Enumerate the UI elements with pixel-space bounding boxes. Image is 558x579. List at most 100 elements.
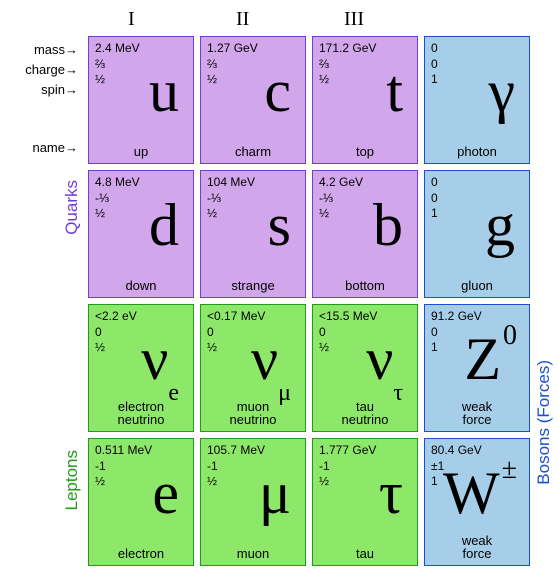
label-spin: spin→	[8, 82, 78, 97]
particle-props: -⅓½	[207, 191, 221, 221]
particle-name: tauneutrino	[313, 400, 417, 427]
particle-cell-charm: 1.27 GeV⅔½ccharm	[200, 36, 306, 164]
charge-value: -1	[319, 459, 330, 474]
mass-value: 104 MeV	[207, 175, 299, 189]
particle-name: photon	[425, 145, 529, 159]
particle-name: down	[89, 279, 193, 293]
particle-cell-tau-neutrino: <15.5 MeV 0½ ντ tauneutrino	[312, 304, 418, 432]
particle-props: ⅔½	[207, 57, 217, 87]
particle-cell-electron-neutrino: <2.2 eV0½νeelectronneutrino	[88, 304, 194, 432]
particle-cell-gluon: 001 g gluon	[424, 170, 530, 298]
spin-value: ½	[319, 206, 333, 221]
particle-cell-photon: 001γphoton	[424, 36, 530, 164]
particle-props: 0½	[95, 325, 105, 355]
spin-value: ½	[319, 474, 330, 489]
particle-props: -1½	[95, 459, 106, 489]
charge-value: 0	[431, 191, 438, 206]
particle-symbol: Z0	[464, 329, 515, 389]
particle-props: 0½	[207, 325, 217, 355]
side-leptons: Leptons	[62, 450, 82, 511]
particle-name: electronneutrino	[89, 400, 193, 427]
particle-name: tau	[313, 547, 417, 561]
spin-value: ½	[95, 72, 105, 87]
charge-value: 0	[207, 325, 217, 340]
spin-value: 1	[431, 72, 438, 87]
spin-value: ½	[207, 340, 217, 355]
particle-name: up	[89, 145, 193, 159]
particle-cell-muon-neutrino: <0.17 MeV 0½ νμ muonneutrino	[200, 304, 306, 432]
charge-value: -⅓	[95, 191, 109, 206]
spin-value: ½	[95, 340, 105, 355]
spin-value: ½	[319, 340, 329, 355]
particle-symbol: νμ	[251, 329, 291, 397]
particle-name: weakforce	[425, 534, 529, 561]
particle-name: muonneutrino	[201, 400, 305, 427]
mass-value: <15.5 MeV	[319, 309, 411, 323]
particle-symbol: γ	[488, 61, 515, 121]
mass-value: 4.2 GeV	[319, 175, 411, 189]
particle-symbol: g	[485, 195, 515, 255]
particle-cell-weak-force: 80.4 GeV±11W±weakforce	[424, 438, 530, 566]
charge-value: -1	[95, 459, 106, 474]
particle-symbol: μ	[259, 463, 291, 523]
particle-name: strange	[201, 279, 305, 293]
spin-value: ½	[95, 474, 106, 489]
particle-name: bottom	[313, 279, 417, 293]
charge-value: 0	[431, 325, 438, 340]
charge-value: -1	[207, 459, 218, 474]
particle-name: gluon	[425, 279, 529, 293]
particle-symbol: d	[149, 195, 179, 255]
spin-value: 1	[431, 206, 438, 221]
charge-value: 0	[431, 57, 438, 72]
mass-value: 105.7 MeV	[207, 443, 299, 457]
mass-value: <0.17 MeV	[207, 309, 299, 323]
mass-value: 1.777 GeV	[319, 443, 411, 457]
mass-value: 2.4 MeV	[95, 41, 187, 55]
label-name: name→	[8, 140, 78, 155]
particle-symbol: s	[268, 195, 291, 255]
particle-props: ⅔½	[95, 57, 105, 87]
particle-symbol: e	[152, 463, 179, 523]
side-bosons: Bosons (Forces)	[534, 360, 554, 485]
spin-value: ½	[207, 474, 218, 489]
particle-symbol: τ	[379, 463, 403, 523]
label-charge: charge→	[8, 62, 78, 77]
particle-grid: 2.4 MeV⅔½uup1.27 GeV⅔½ccharm171.2 GeV⅔½t…	[88, 36, 530, 566]
particle-name: weakforce	[425, 400, 529, 427]
particle-props: -1½	[319, 459, 330, 489]
mass-value: <2.2 eV	[95, 309, 187, 323]
charge-value: ⅔	[319, 57, 329, 72]
charge-value: -⅓	[207, 191, 221, 206]
particle-symbol: t	[386, 61, 403, 121]
particle-cell-top: 171.2 GeV⅔½ttop	[312, 36, 418, 164]
particle-symbol: c	[264, 61, 291, 121]
mass-value: 0.511 MeV	[95, 443, 187, 457]
charge-value: -⅓	[319, 191, 333, 206]
particle-symbol: ντ	[366, 329, 403, 397]
particle-symbol: W±	[443, 463, 515, 523]
mass-value: 1.27 GeV	[207, 41, 299, 55]
particle-props: -⅓½	[95, 191, 109, 221]
particle-props: 01	[431, 191, 438, 221]
charge-value: ⅔	[95, 57, 105, 72]
mass-value: 4.8 MeV	[95, 175, 187, 189]
particle-cell-strange: 104 MeV -⅓½ s strange	[200, 170, 306, 298]
particle-props: -⅓½	[319, 191, 333, 221]
particle-props: ⅔½	[319, 57, 329, 87]
label-mass: mass→	[8, 42, 78, 57]
particle-name: electron	[89, 547, 193, 561]
spin-value: ½	[319, 72, 329, 87]
particle-cell-weak-force: 91.2 GeV01Z0weakforce	[424, 304, 530, 432]
charge-value: 0	[319, 325, 329, 340]
side-quarks: Quarks	[62, 180, 82, 235]
col-header-2: II	[236, 8, 249, 31]
particle-props: -1½	[207, 459, 218, 489]
spin-value: ½	[207, 206, 221, 221]
particle-cell-down: 4.8 MeV -⅓½ d down	[88, 170, 194, 298]
particle-symbol: u	[149, 61, 179, 121]
particle-props: 01	[431, 57, 438, 87]
particle-name: top	[313, 145, 417, 159]
mass-value: 0	[431, 41, 523, 55]
col-header-1: I	[128, 8, 135, 31]
charge-value: 0	[95, 325, 105, 340]
